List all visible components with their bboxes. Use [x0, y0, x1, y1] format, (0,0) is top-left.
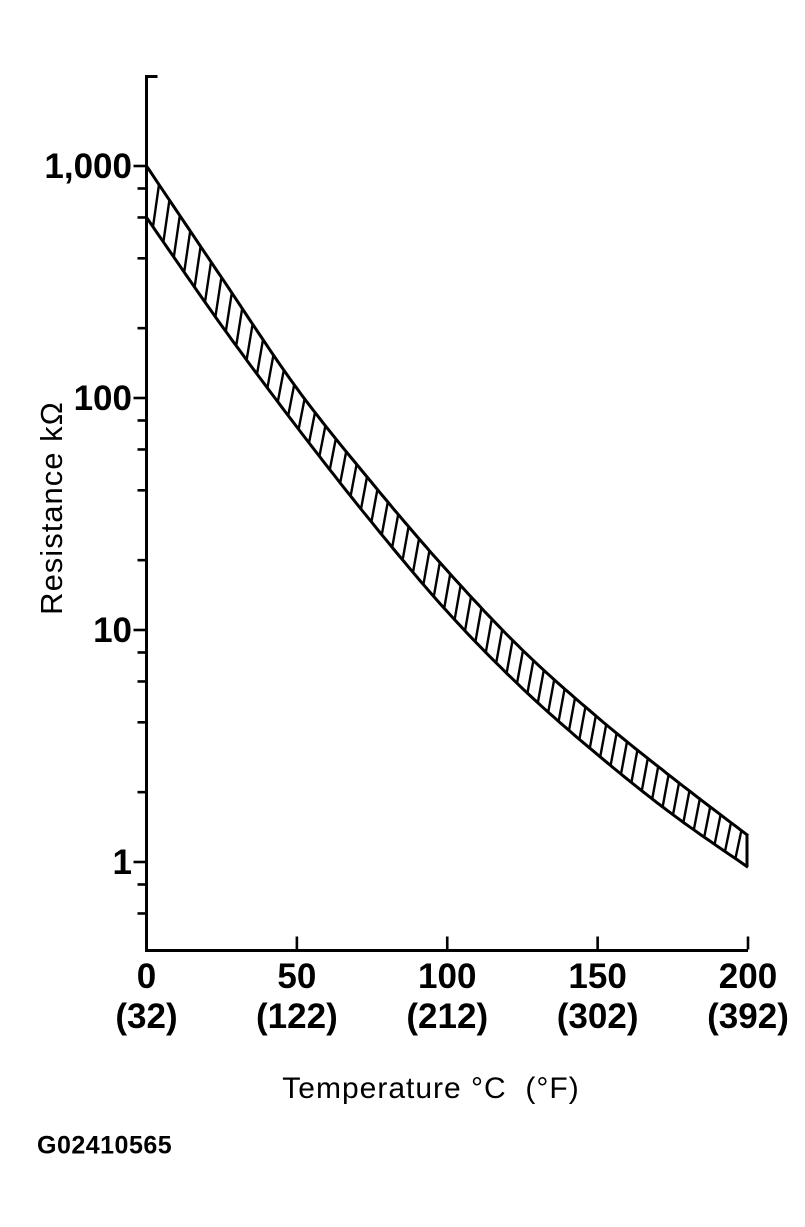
y-tick-label: 1,000 [44, 147, 132, 186]
band-hatch-line [297, 398, 306, 430]
band-hatch-line [172, 215, 181, 258]
x-tick-label-celsius: 100 [418, 957, 476, 996]
band-hatch-line [328, 438, 337, 470]
band-hatch-line [671, 782, 681, 816]
band-hatch-line [567, 697, 577, 731]
band-hatch-line [578, 706, 587, 740]
band-hatch-line [495, 629, 504, 664]
y-tick-label: 10 [93, 611, 132, 650]
band-hatch-line [287, 384, 296, 416]
lower-limit-curve [145, 216, 749, 869]
band-hatch-line [151, 184, 161, 228]
x-axis-title: Temperature °C (°F) [282, 1072, 580, 1105]
band-hatch-line [443, 573, 452, 609]
x-tick-label-celsius: 50 [277, 957, 316, 996]
band-hatch-line [214, 277, 223, 318]
x-tick-label-celsius: 200 [719, 957, 777, 996]
band-hatch-line [276, 369, 285, 403]
x-tick-label-fahrenheit: (32) [115, 997, 177, 1036]
band-hatch-line [235, 308, 244, 346]
band-hatch-line [557, 688, 566, 722]
band-hatch-line [349, 464, 358, 497]
band-hatch-line [474, 607, 483, 642]
x-tick-label-fahrenheit: (392) [707, 997, 789, 1036]
band-hatch-line [432, 562, 441, 597]
band-hatch-line [245, 323, 254, 361]
band-hatch-line [547, 679, 556, 713]
band-hatch-line [536, 669, 545, 703]
band-hatch-line [391, 514, 400, 548]
band-hatch-line [599, 724, 608, 758]
band-hatch-line [526, 660, 535, 694]
x-tick-label-fahrenheit: (302) [557, 997, 639, 1036]
band-hatch-line [484, 618, 493, 653]
band-hatch-line [692, 798, 701, 831]
band-hatch-line [307, 412, 317, 444]
x-tick-label-fahrenheit: (122) [256, 997, 338, 1036]
upper-limit-curve [145, 165, 749, 837]
band-hatch-line [359, 476, 369, 510]
band-hatch-line [682, 790, 691, 823]
figure-code: G02410565 [37, 1131, 173, 1160]
band-hatch-line [734, 830, 743, 859]
band-hatch-line [162, 199, 171, 243]
band-hatch-line [713, 814, 722, 845]
band-hatch-line [630, 749, 639, 783]
band-hatch-line [266, 354, 275, 389]
band-hatch-line [255, 339, 265, 375]
y-tick-label: 1 [113, 843, 132, 882]
band-hatch-line [703, 806, 712, 838]
band-hatch-line [193, 246, 202, 288]
band-hatch-line [661, 774, 670, 808]
x-tick-label-celsius: 150 [568, 957, 626, 996]
band-hatch-line [370, 489, 379, 523]
band-hatch-line [619, 741, 629, 775]
band-hatch-line [203, 261, 213, 303]
band-hatch-line [422, 550, 431, 585]
band-hatch-line [651, 766, 660, 800]
band-hatch-line [411, 538, 421, 573]
band-hatch-line [453, 585, 462, 620]
band-hatch-line [318, 425, 327, 457]
band-hatch-line [339, 451, 348, 484]
band-hatch-line [463, 596, 473, 632]
y-tick-label: 100 [74, 379, 132, 418]
x-tick-label-fahrenheit: (212) [406, 997, 488, 1036]
x-tick-label-celsius: 0 [137, 957, 156, 996]
band-hatch-line [723, 822, 733, 852]
band-hatch-line [183, 230, 192, 273]
band-hatch-line [588, 715, 597, 749]
band-hatch-line [515, 650, 525, 684]
band-hatch-line [380, 501, 389, 535]
y-axis-title: Resistance kΩ [34, 401, 69, 615]
band-hatch-line [224, 292, 233, 332]
band-hatch-line [640, 758, 649, 791]
band-hatch-line [609, 733, 618, 766]
band-hatch-line [401, 526, 410, 561]
band-hatch-line [505, 640, 514, 674]
